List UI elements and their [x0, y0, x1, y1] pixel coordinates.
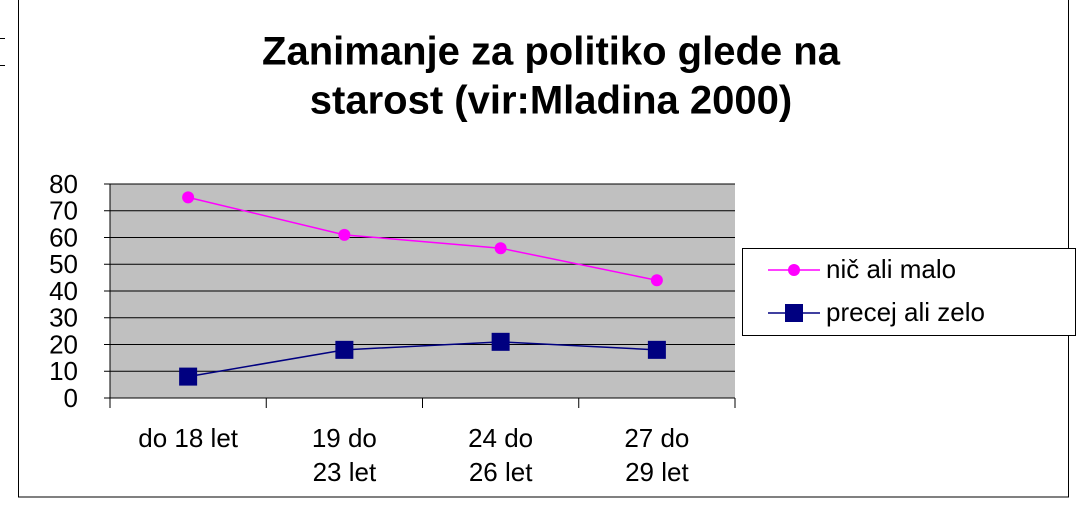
legend-marker [785, 304, 803, 322]
chart-title: starost (vir:Mladina 2000) [310, 79, 792, 123]
series-line [187, 196, 658, 282]
y-tick-label: 0 [64, 383, 78, 413]
x-tick-label: do 18 let [138, 423, 239, 453]
legend-label: precej ali zelo [826, 297, 985, 327]
x-tick-label: 27 do [624, 423, 689, 453]
data-point [491, 332, 510, 351]
y-tick-label: 40 [49, 276, 78, 306]
series-line [187, 341, 657, 378]
x-tick-label: 29 let [625, 457, 689, 487]
y-tick-label: 60 [49, 222, 78, 252]
data-point [182, 191, 195, 204]
data-point [650, 274, 663, 287]
legend-marker [788, 264, 800, 276]
x-tick-label: 24 do [468, 423, 533, 453]
y-tick-label: 10 [49, 356, 78, 386]
y-tick-label: 50 [49, 249, 78, 279]
x-tick-label: 23 let [313, 457, 377, 487]
x-tick-label: 26 let [469, 457, 533, 487]
y-tick-label: 20 [49, 329, 78, 359]
chart-title: Zanimanje za politiko glede na [262, 30, 841, 74]
data-point [335, 340, 354, 359]
data-point [494, 242, 507, 255]
legend-label: nič ali malo [826, 254, 956, 284]
y-tick-label: 80 [49, 169, 78, 199]
y-tick-label: 30 [49, 303, 78, 333]
data-point [647, 340, 666, 359]
y-tick-label: 70 [49, 196, 78, 226]
x-tick-label: 19 do [312, 423, 377, 453]
data-point [179, 367, 198, 386]
data-point [338, 228, 351, 241]
